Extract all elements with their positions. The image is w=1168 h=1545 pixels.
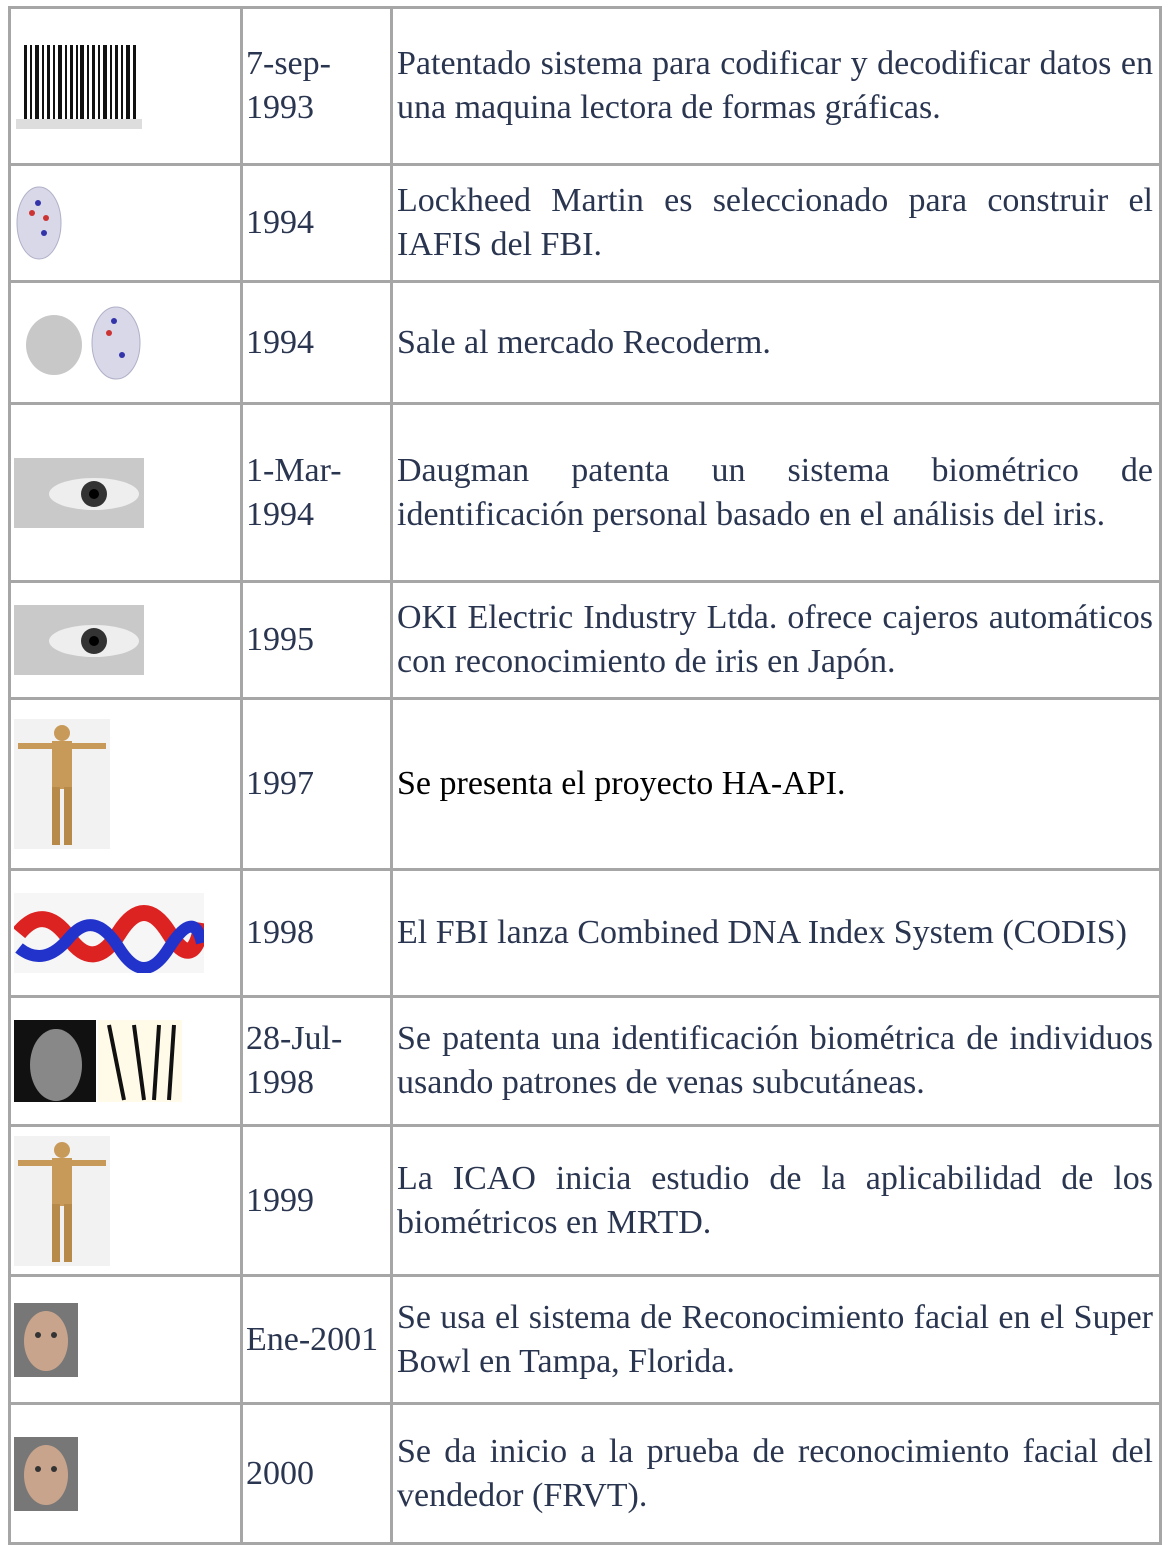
row: 1995 OKI Electric Industry Ltda. ofrece … — [8, 580, 1162, 700]
date: 28-Jul-1998 — [246, 1020, 343, 1101]
description: Patentado sistema para codificar y decod… — [397, 45, 1153, 126]
date-cell: 28-Jul-1998 — [240, 995, 393, 1127]
description-cell: Sale al mercado Recoderm. — [390, 280, 1162, 405]
image-cell — [8, 580, 243, 700]
date: 1999 — [246, 1181, 314, 1219]
date-cell: 1995 — [240, 580, 393, 700]
description-cell: Lockheed Martin es seleccionado para con… — [390, 163, 1162, 283]
date-cell: 1998 — [240, 868, 393, 998]
description: OKI Electric Industry Ltda. ofrece cajer… — [397, 599, 1153, 680]
description-cell: Daugman patenta un sistema biométrico de… — [390, 402, 1162, 583]
row: 1998 El FBI lanza Combined DNA Index Sys… — [8, 868, 1162, 998]
date-cell: 1999 — [240, 1124, 393, 1277]
description: Se usa el sistema de Reconocimiento faci… — [397, 1298, 1153, 1380]
description-cell: La ICAO inicia estudio de la aplicabilid… — [390, 1124, 1162, 1277]
timeline-table: 7-sep-1993 Patentado sistema para codifi… — [8, 6, 1162, 1545]
vein-image — [14, 1020, 182, 1102]
face-image — [14, 1436, 78, 1511]
eye-image — [14, 457, 144, 528]
image-cell — [8, 1402, 243, 1545]
date-cell: 1994 — [240, 163, 393, 283]
image-cell — [8, 868, 243, 998]
description: La ICAO inicia estudio de la aplicabilid… — [397, 1159, 1153, 1241]
description-cell: Patentado sistema para codificar y decod… — [390, 6, 1162, 166]
fingerprint-image — [16, 186, 62, 260]
date-cell: 1-Mar-1994 — [240, 402, 393, 583]
image-cell — [8, 280, 243, 405]
body-image — [14, 1135, 110, 1266]
description: Se da inicio a la prueba de reconocimien… — [397, 1432, 1153, 1514]
image-cell — [8, 163, 243, 283]
date-cell: 1997 — [240, 697, 393, 871]
description-cell: El FBI lanza Combined DNA Index System (… — [390, 868, 1162, 998]
date: 1997 — [246, 765, 314, 802]
date-cell: 1994 — [240, 280, 393, 405]
date: 1994 — [246, 204, 314, 241]
dna-image — [14, 893, 204, 973]
body-image — [14, 719, 110, 849]
image-cell — [8, 995, 243, 1127]
row: 7-sep-1993 Patentado sistema para codifi… — [8, 6, 1162, 166]
description: Sale al mercado Recoderm. — [397, 323, 771, 361]
image-cell — [8, 697, 243, 871]
image-cell — [8, 402, 243, 583]
date: 1-Mar-1994 — [246, 451, 342, 533]
description: El FBI lanza Combined DNA Index System (… — [397, 914, 1127, 951]
row: Ene-2001 Se usa el sistema de Reconocimi… — [8, 1274, 1162, 1405]
date: 1995 — [246, 621, 314, 658]
date: 2000 — [246, 1454, 314, 1492]
row: 2000 Se da inicio a la prueba de reconoc… — [8, 1402, 1162, 1545]
row: 1-Mar-1994 Daugman patenta un sistema bi… — [8, 402, 1162, 583]
description-cell: Se presenta el proyecto HA-API. — [390, 697, 1162, 871]
image-cell — [8, 1124, 243, 1277]
date-cell: 7-sep-1993 — [240, 6, 393, 166]
date-cell: Ene-2001 — [240, 1274, 393, 1405]
description: Daugman patenta un sistema biométrico de… — [397, 451, 1153, 533]
image-cell — [8, 6, 243, 166]
date: Ene-2001 — [246, 1320, 379, 1358]
image-cell — [8, 1274, 243, 1405]
date: 1998 — [246, 914, 314, 951]
row: 1999 La ICAO inicia estudio de la aplica… — [8, 1124, 1162, 1277]
date: 7-sep-1993 — [246, 45, 331, 126]
fingerprint-image — [26, 306, 141, 379]
eye-image — [14, 605, 144, 675]
face-image — [14, 1302, 78, 1377]
barcode-image — [16, 45, 142, 129]
description: Lockheed Martin es seleccionado para con… — [397, 182, 1153, 263]
description: Se presenta el proyecto HA-API. — [397, 765, 846, 802]
date: 1994 — [246, 323, 314, 361]
row: 1994 Lockheed Martin es seleccionado par… — [8, 163, 1162, 283]
row: 28-Jul-1998 Se patenta una identificació… — [8, 995, 1162, 1127]
description-cell: OKI Electric Industry Ltda. ofrece cajer… — [390, 580, 1162, 700]
description: Se patenta una identificación biométrica… — [397, 1020, 1153, 1101]
description-cell: Se patenta una identificación biométrica… — [390, 995, 1162, 1127]
description-cell: Se da inicio a la prueba de reconocimien… — [390, 1402, 1162, 1545]
row: 1997 Se presenta el proyecto HA-API. — [8, 697, 1162, 871]
description-cell: Se usa el sistema de Reconocimiento faci… — [390, 1274, 1162, 1405]
row: 1994 Sale al mercado Recoderm. — [8, 280, 1162, 405]
date-cell: 2000 — [240, 1402, 393, 1545]
